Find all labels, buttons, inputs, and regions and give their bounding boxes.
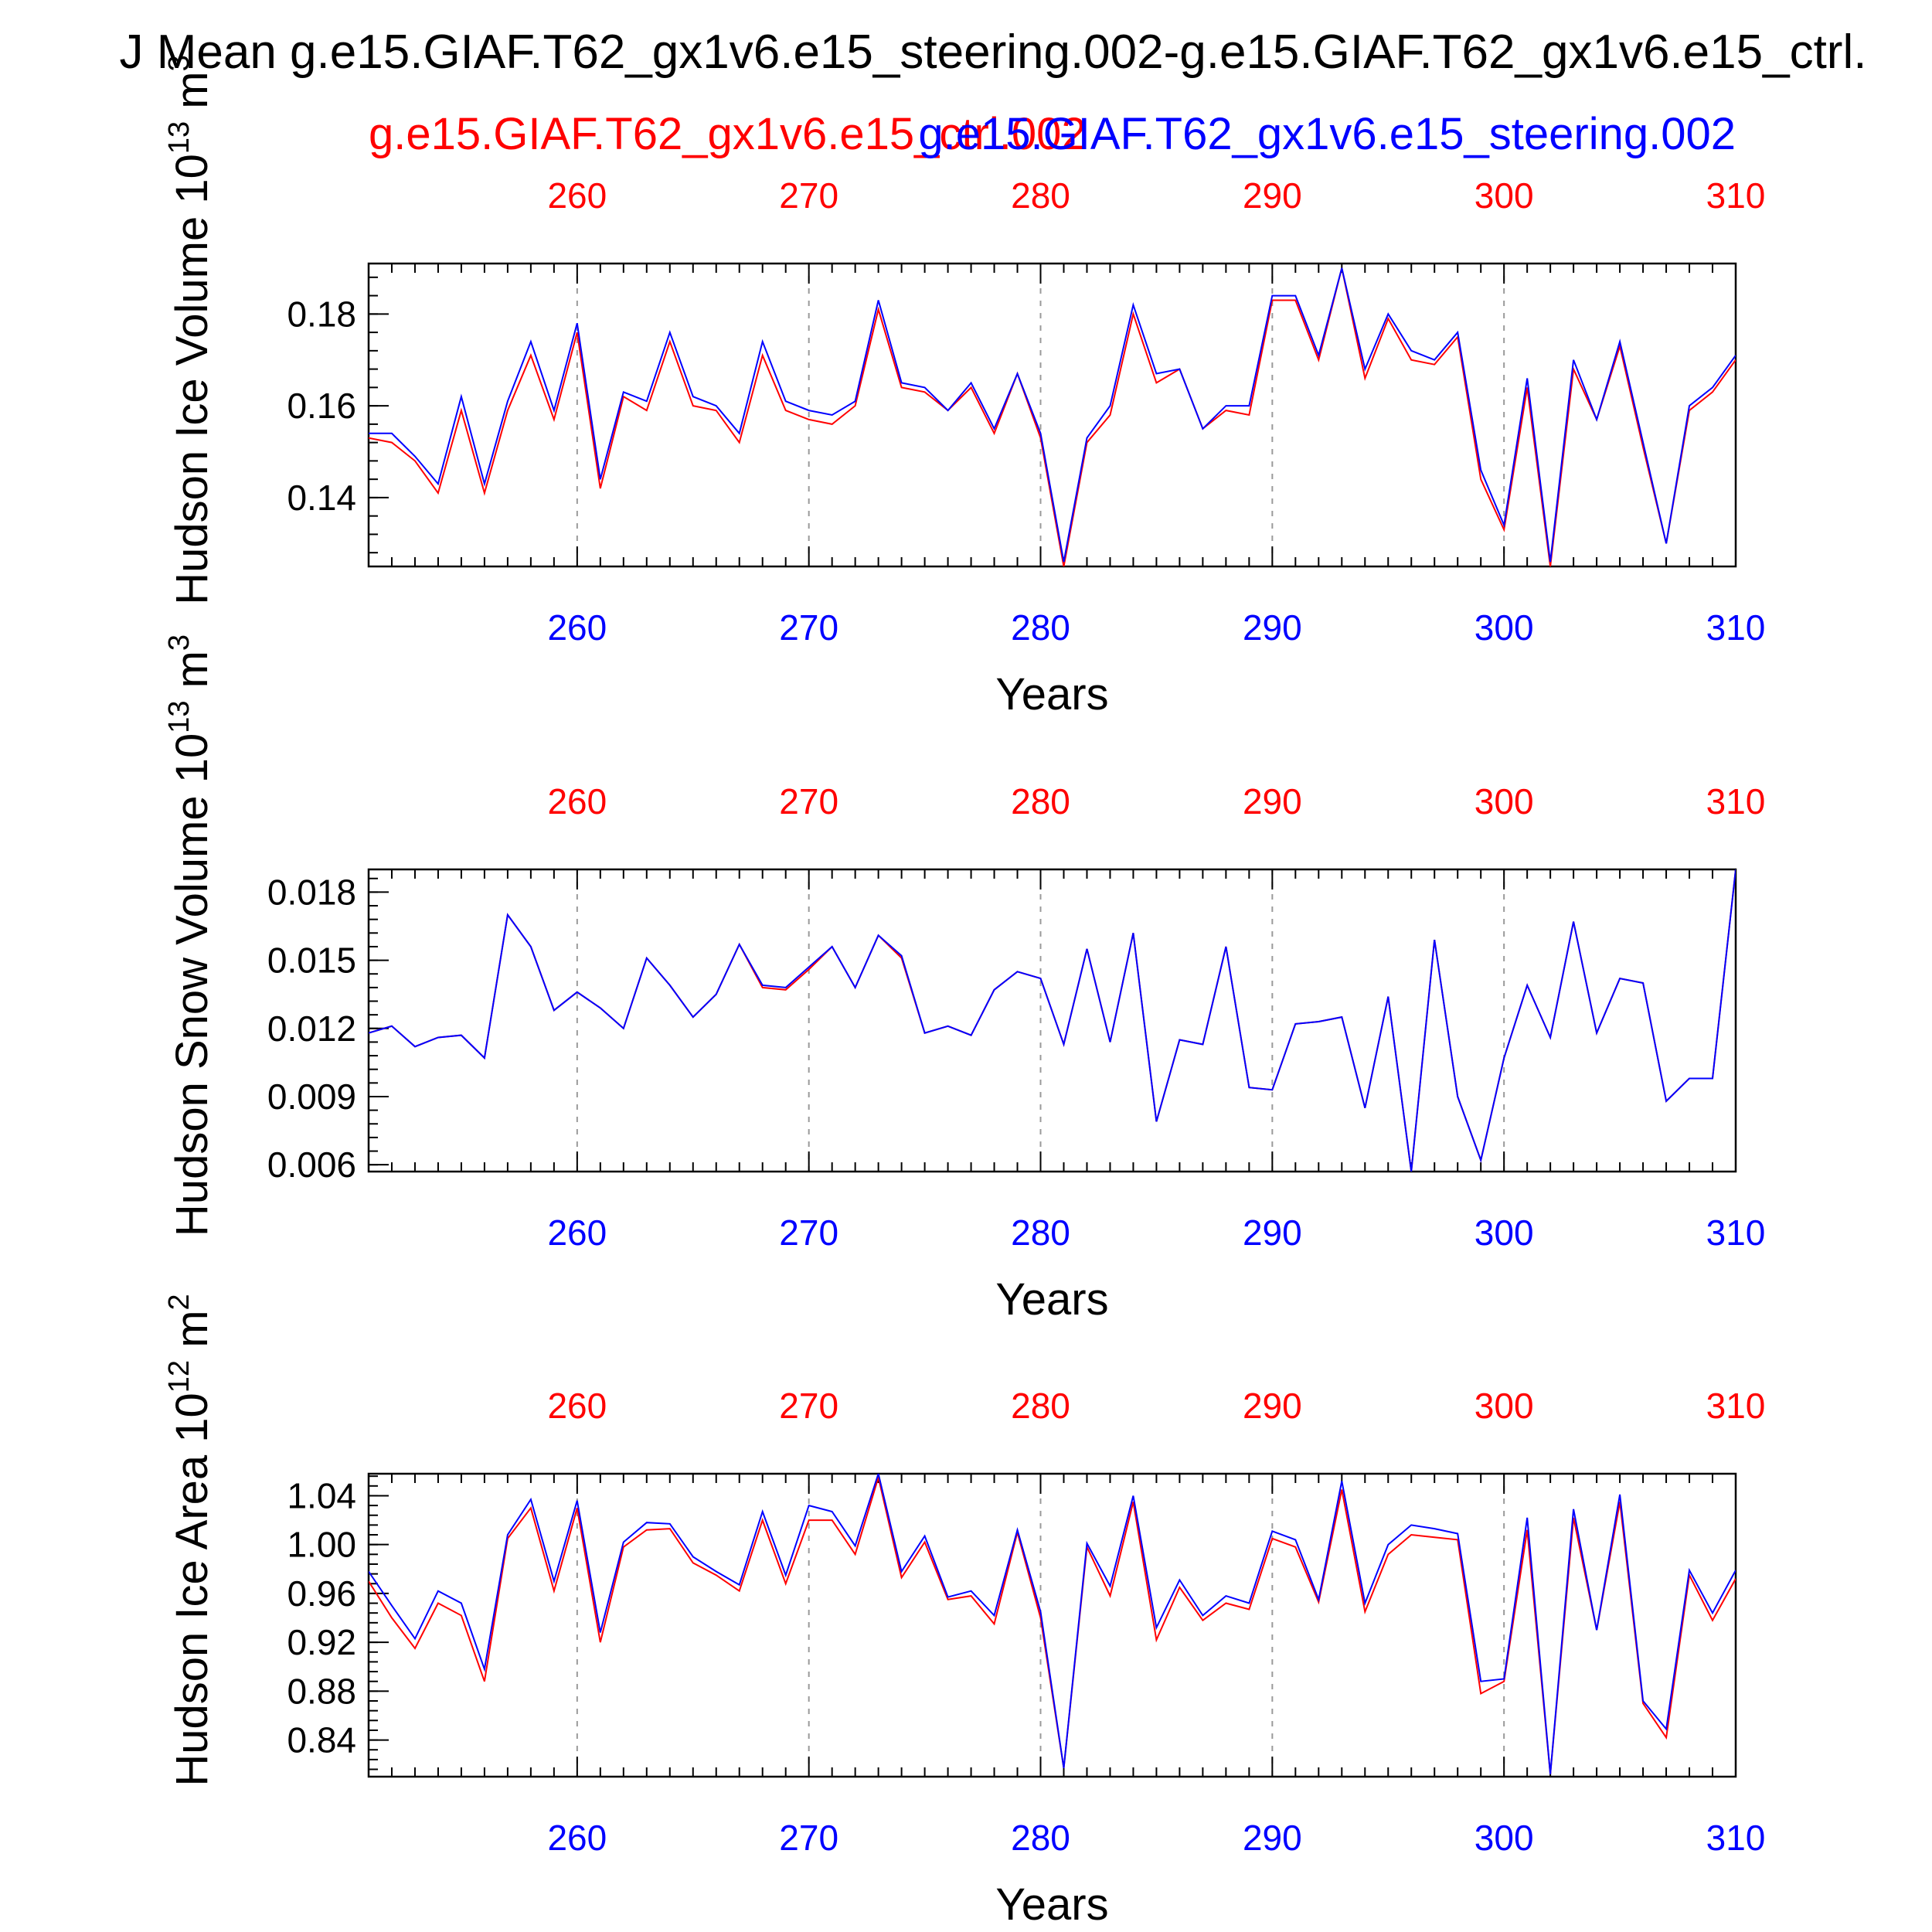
x-axis-label: Years [995,1879,1108,1930]
x-tick-label-bottom: 280 [1011,607,1070,648]
legend-ctrl-label: g.e15.GIAF.T62_gx1v6.e15_ctrl.002 [369,109,1087,159]
x-tick-label-bottom: 300 [1475,1213,1534,1253]
y-axis-label: Hudson Ice Volume 1013 m3 [163,55,217,604]
y-tick-label: 0.006 [267,1145,356,1185]
plot-frame [367,868,1737,1173]
figure-title: J Mean g.e15.GIAF.T62_gx1v6.e15_steering… [120,26,1867,79]
y-tick-label: 1.00 [287,1525,356,1565]
x-tick-label-bottom: 280 [1011,1213,1070,1253]
x-tick-label-bottom: 260 [547,607,607,648]
series-line-steering [369,869,1736,1172]
x-tick-label-bottom: 290 [1243,1818,1302,1858]
x-tick-label-top: 270 [779,1386,838,1426]
y-tick-label: 0.018 [267,872,356,912]
x-tick-label-bottom: 290 [1243,607,1302,648]
x-tick-label-top: 310 [1706,1386,1766,1426]
x-tick-label-top: 270 [779,175,838,216]
chart-panel: 0.14 0.16 0.18 260 260 270 270 280 280 290 290 300 3… [163,55,1765,719]
y-tick-label: 0.84 [287,1720,356,1760]
x-tick-label-top: 290 [1243,1386,1302,1426]
x-tick-label-top: 280 [1011,1386,1070,1426]
x-tick-label-top: 270 [779,781,838,821]
x-tick-label-top: 300 [1475,1386,1534,1426]
plot-frame [367,1472,1737,1778]
x-tick-label-top: 300 [1475,175,1534,216]
chart-panel: 0.84 0.88 0.92 0.96 1.00 1.04 260 260 270 270 280 2… [163,1294,1765,1930]
y-tick-label: 0.14 [287,478,356,518]
series-line-ctrl [369,1474,1736,1774]
y-tick-label: 0.16 [287,386,356,426]
x-tick-label-bottom: 310 [1706,1213,1766,1253]
y-tick-label: 0.015 [267,940,356,981]
x-tick-label-bottom: 270 [779,607,838,648]
x-tick-label-bottom: 300 [1475,1818,1534,1858]
y-tick-label: 0.012 [267,1009,356,1049]
y-tick-label: 0.96 [287,1573,356,1614]
x-tick-label-bottom: 260 [547,1818,607,1858]
chart-panels: 0.14 0.16 0.18 260 260 270 270 280 280 290 290 300 3… [163,55,1765,1930]
x-tick-label-bottom: 260 [547,1213,607,1253]
legend-steering-label: g.e15.GIAF.T62_gx1v6.e15_steering.002 [918,109,1736,159]
y-axis-label: Hudson Snow Volume 1013 m3 [163,634,217,1236]
x-tick-label-top: 310 [1706,781,1766,821]
x-tick-label-top: 310 [1706,175,1766,216]
x-tick-label-top: 300 [1475,781,1534,821]
x-tick-label-top: 260 [547,781,607,821]
x-tick-label-top: 280 [1011,781,1070,821]
x-tick-label-bottom: 310 [1706,607,1766,648]
x-tick-label-top: 290 [1243,175,1302,216]
x-tick-label-top: 260 [547,1386,607,1426]
x-tick-label-bottom: 290 [1243,1213,1302,1253]
x-tick-label-bottom: 270 [779,1213,838,1253]
series-line-steering [369,267,1736,563]
y-tick-label: 0.92 [287,1622,356,1662]
y-tick-label: 0.18 [287,294,356,334]
y-tick-label: 1.04 [287,1475,356,1515]
y-tick-label: 0.009 [267,1077,356,1117]
plot-frame [367,262,1737,568]
series-line-steering [369,1474,1736,1774]
x-tick-label-bottom: 300 [1475,607,1534,648]
x-tick-label-top: 260 [547,175,607,216]
chart-panel: 0.006 0.009 0.012 0.015 0.018 260 260 270 270 280… [163,634,1765,1325]
y-axis-label: Hudson Ice Area 1012 m2 [163,1294,217,1786]
series-line-ctrl [369,869,1736,1172]
x-axis-label: Years [995,1274,1108,1325]
y-tick-label: 0.88 [287,1671,356,1711]
x-tick-label-bottom: 270 [779,1818,838,1858]
x-tick-label-top: 290 [1243,781,1302,821]
x-tick-label-bottom: 310 [1706,1818,1766,1858]
x-tick-label-top: 280 [1011,175,1070,216]
x-tick-label-bottom: 280 [1011,1818,1070,1858]
series-line-ctrl [369,267,1736,566]
x-axis-label: Years [995,669,1108,719]
